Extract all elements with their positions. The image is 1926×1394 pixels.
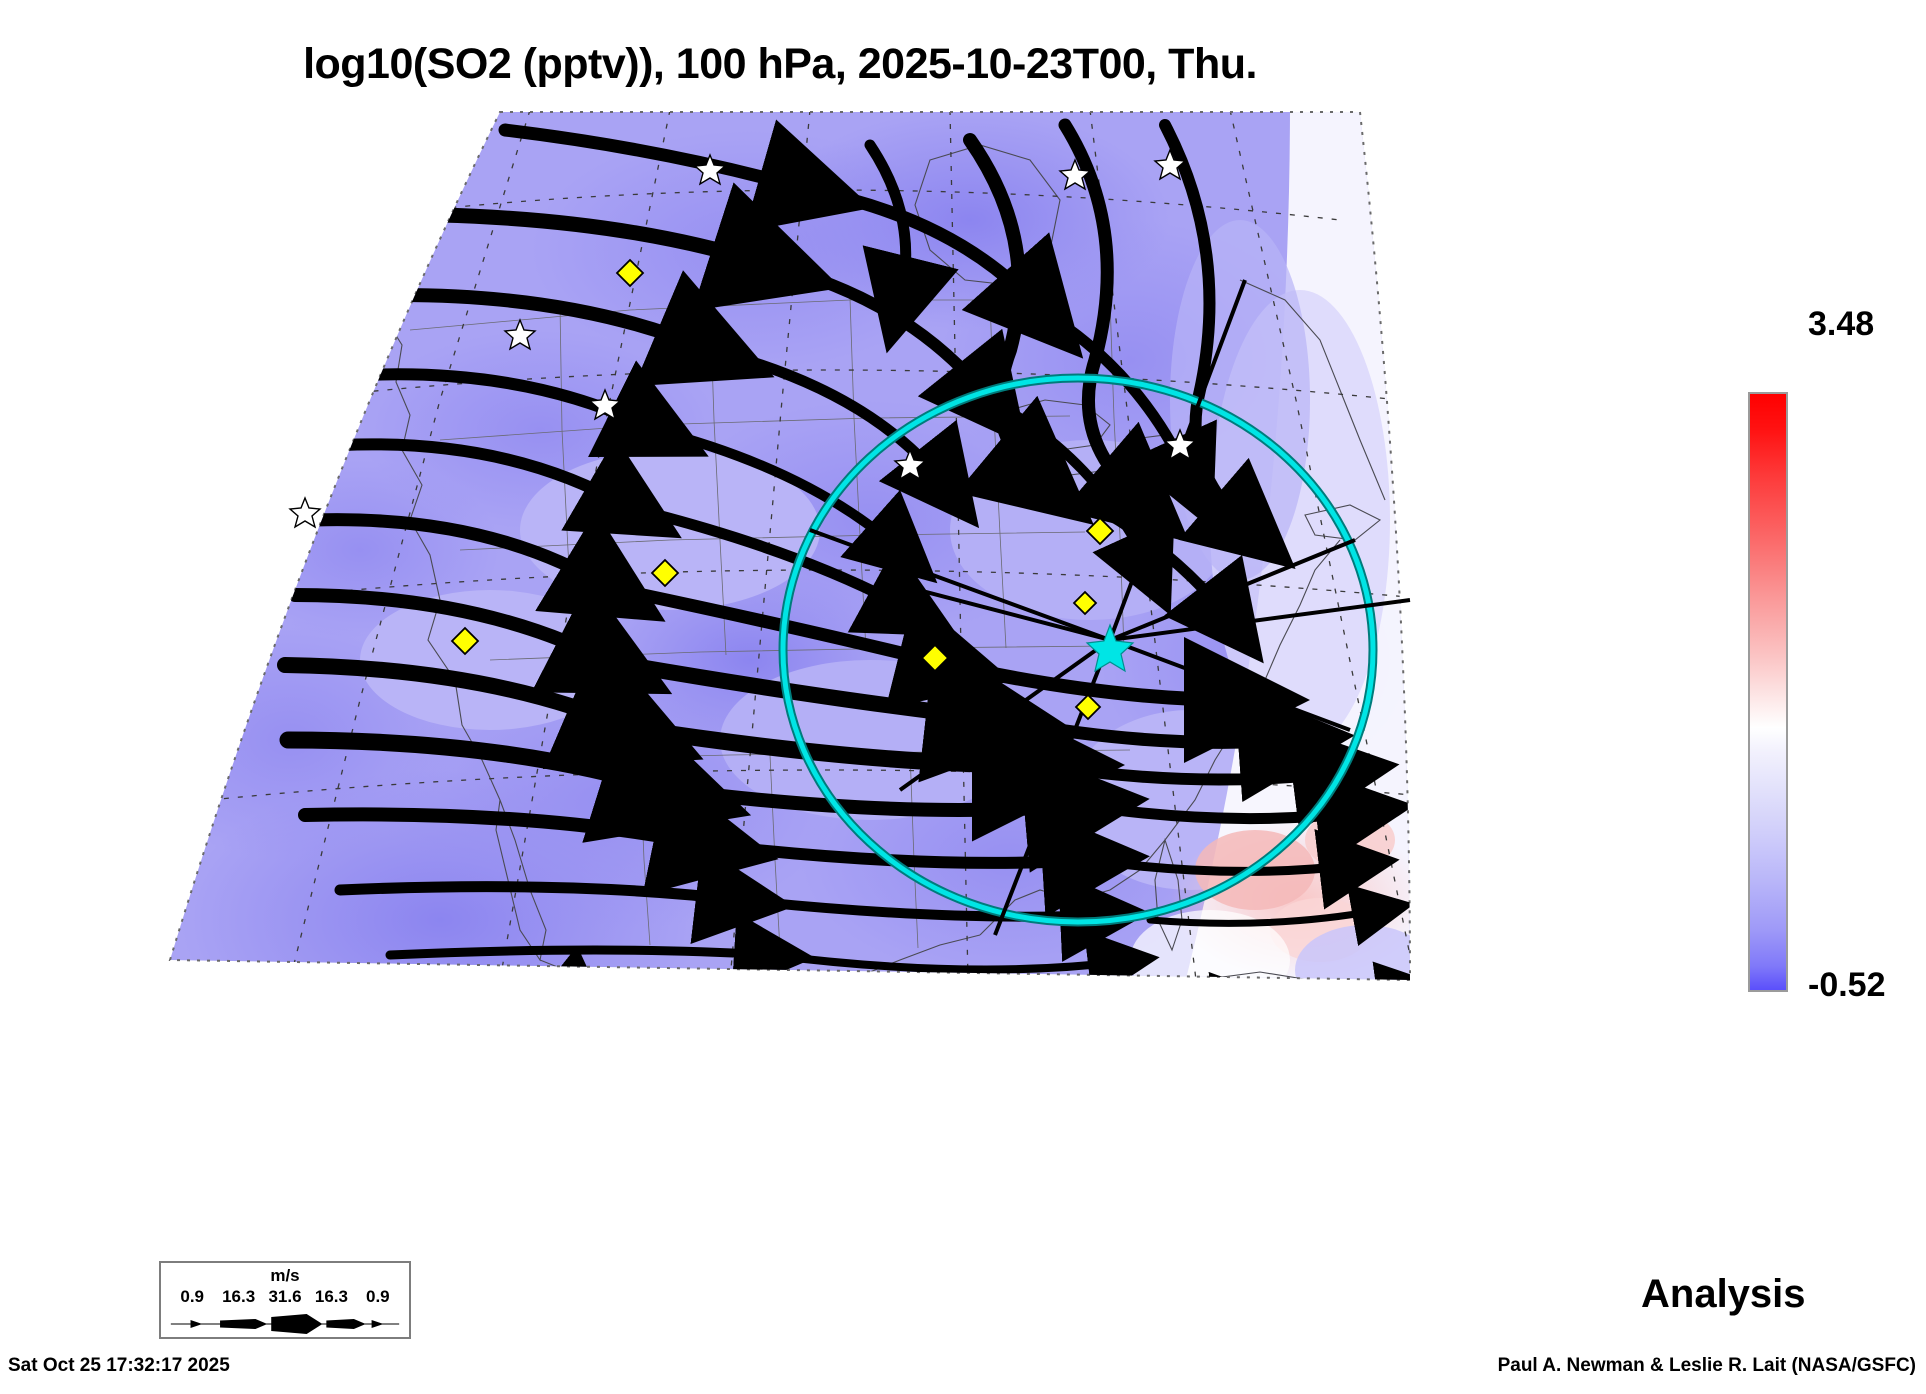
wind-streamlines [277, 118, 1410, 980]
station-marker[interactable] [1072, 590, 1098, 616]
colorbar-gradient [1750, 394, 1786, 990]
author-credit: Paul A. Newman & Leslie R. Lait (NASA/GS… [1497, 1355, 1916, 1376]
station-marker[interactable] [1074, 693, 1102, 721]
wind-legend-units: m/s [270, 1266, 300, 1285]
wind-tick-0: 0.9 [180, 1287, 205, 1306]
wind-tick-2: 31.6 [268, 1287, 302, 1306]
analysis-circle [780, 375, 1376, 925]
station-marker[interactable] [1085, 516, 1115, 546]
wind-legend-ticks: 0.9 16.3 31.6 16.3 0.9 [161, 1287, 409, 1307]
station-marker[interactable] [450, 626, 480, 656]
map-panel[interactable] [110, 100, 1540, 1040]
map-svg[interactable] [110, 100, 1540, 1040]
city-markers [288, 148, 1197, 529]
station-markers[interactable] [450, 258, 1115, 721]
wind-tick-3: 16.3 [314, 1287, 348, 1306]
wind-tick-1: 16.3 [222, 1287, 256, 1306]
generation-timestamp: Sat Oct 25 17:32:17 2025 [8, 1355, 230, 1376]
station-marker[interactable] [615, 258, 645, 288]
page-title: log10(SO2 (pptv)), 100 hPa, 2025-10-23T0… [303, 40, 1257, 88]
colorbar-min-label: -0.52 [1808, 966, 1886, 1004]
center-star-marker[interactable] [1085, 623, 1135, 673]
station-marker[interactable] [650, 558, 680, 588]
colorbar-max-label: 3.48 [1808, 305, 1875, 343]
station-marker[interactable] [920, 643, 950, 673]
wind-speed-legend: m/s 0.9 16.3 31.6 16.3 0.9 [159, 1261, 411, 1339]
wind-legend-arrows [170, 1314, 400, 1334]
colorbar[interactable] [1748, 392, 1788, 992]
wind-tick-4: 0.9 [366, 1287, 390, 1306]
analysis-label: Analysis [1641, 1272, 1806, 1316]
